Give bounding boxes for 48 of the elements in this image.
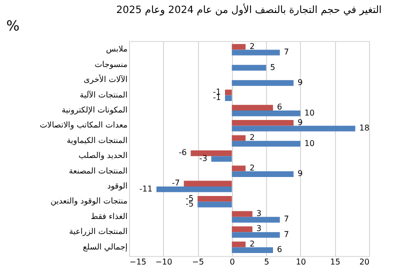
data-label: -1 bbox=[213, 87, 221, 96]
data-label: 7 bbox=[284, 230, 289, 239]
data-label: 2 bbox=[250, 133, 255, 142]
x-tick-label: 0 bbox=[230, 258, 235, 266]
x-tick-label: 5 bbox=[264, 258, 270, 266]
y-tick-label: الغذاء فقط bbox=[90, 212, 128, 221]
y-tick-label: الحديد والصلب bbox=[78, 151, 128, 160]
data-label: -6 bbox=[178, 148, 187, 158]
data-label: 9 bbox=[298, 169, 303, 178]
y-tick-label: المنتجات الكيماوية bbox=[66, 136, 128, 145]
data-label: 10 bbox=[304, 138, 315, 148]
y-tick-label: المكونات الإلكترونية bbox=[62, 106, 128, 115]
data-label: 3 bbox=[256, 224, 262, 234]
y-tick-label: منتجات الوقود والتعدين bbox=[50, 196, 128, 206]
chart-title: التغير في حجم التجارة بالنصف الأول من عام 2024 وعام 2025 bbox=[116, 3, 382, 16]
y-tick-label: المنتجات الزراعية bbox=[69, 227, 128, 236]
data-label: 5 bbox=[270, 62, 276, 72]
data-label: 7 bbox=[284, 214, 289, 224]
data-label: -3 bbox=[199, 154, 208, 163]
data-label: 9 bbox=[298, 118, 303, 127]
data-label: -5 bbox=[186, 194, 194, 203]
data-label: 18 bbox=[359, 124, 370, 133]
y-tick-label: الآلات الأخرى bbox=[84, 74, 128, 84]
y-tick-label: الوقود bbox=[107, 181, 128, 190]
data-label: -11 bbox=[139, 184, 152, 194]
y-tick-label: إجمالي السلع bbox=[82, 242, 128, 252]
y-tick-label: المنتجات المصنعة bbox=[68, 166, 128, 176]
y-axis-title: % bbox=[6, 18, 20, 34]
data-label: 6 bbox=[277, 245, 282, 254]
y-tick-label: منسوجات bbox=[94, 60, 128, 69]
x-tick-label: 10 bbox=[296, 258, 306, 266]
data-label: 6 bbox=[277, 102, 282, 112]
data-label: 9 bbox=[298, 78, 303, 87]
x-tick-label: −10 bbox=[155, 258, 172, 266]
data-label: 2 bbox=[250, 163, 255, 172]
x-tick-label: 20 bbox=[359, 258, 370, 266]
y-tick-label: المنتجات الآلية bbox=[80, 90, 128, 100]
y-tick-label: معدات المكاتب والاتصالات bbox=[40, 120, 128, 130]
x-tick-label: −15 bbox=[130, 258, 146, 266]
x-tick-label: 15 bbox=[330, 258, 340, 266]
data-label: 10 bbox=[304, 108, 315, 118]
data-label: 2 bbox=[250, 239, 255, 248]
data-label: 3 bbox=[256, 209, 262, 218]
y-tick-label: ملابس bbox=[106, 44, 128, 54]
x-tick-label: −5 bbox=[192, 258, 204, 266]
data-label: 2 bbox=[250, 42, 255, 51]
data-label: -7 bbox=[172, 178, 180, 188]
data-label: 7 bbox=[284, 48, 289, 57]
